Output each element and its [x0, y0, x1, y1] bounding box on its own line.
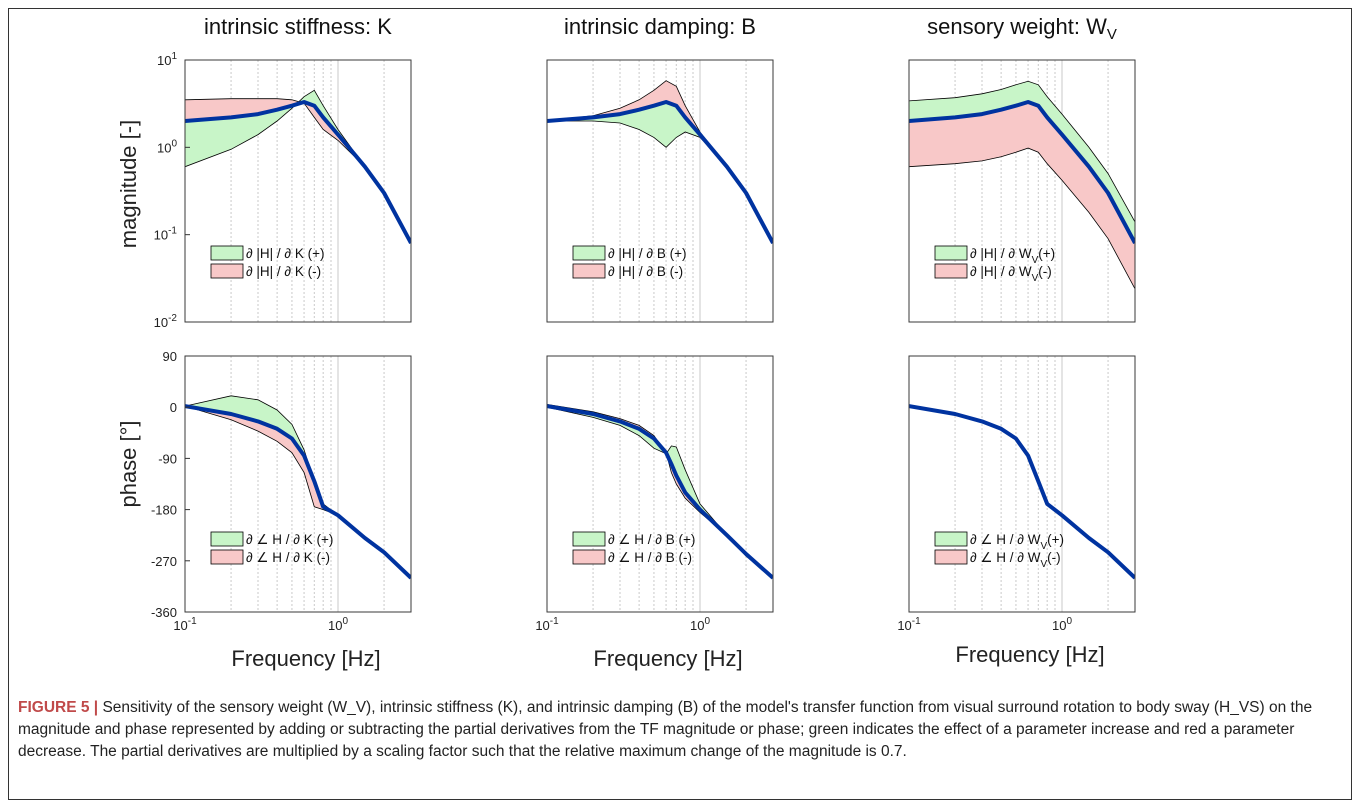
series-nominal-line: [909, 100, 1135, 245]
axes-box: [908, 355, 1136, 613]
series-decrease-area-edge: [909, 147, 1135, 289]
legend: ∂ |H| / ∂ WV(+)∂ |H| / ∂ WV(-): [934, 245, 1055, 284]
y-tick-label: 10-1: [154, 226, 178, 243]
x-tick-label: 100: [690, 616, 710, 633]
x-tick-label: 100: [1052, 616, 1072, 633]
panel-magnitude-sensory-weight: sensory weight: WV ∂ |H| / ∂ WV(+)∂ |H| /…: [908, 14, 1136, 323]
y-tick-label: 90: [163, 349, 177, 364]
figure-frame: [8, 8, 1352, 800]
series-nominal-line: [909, 404, 1135, 580]
legend: ∂ |H| / ∂ K (+) ∂ |H| / ∂ K (-): [210, 245, 325, 279]
legend-decrease-label: ∂ ∠ H / ∂ K (-): [246, 550, 330, 565]
phase-ylabel: phase [°]: [116, 420, 141, 507]
gridlines: [592, 60, 747, 322]
series-decrease-area: [185, 98, 411, 244]
legend-increase-label: ∂ ∠ H / ∂ K (+): [246, 532, 333, 547]
figure-caption: FIGURE 5 | Sensitivity of the sensory we…: [18, 697, 1336, 763]
legend: ∂ ∠ H / ∂ K (+) ∂ ∠ H / ∂ K (-): [210, 531, 333, 565]
gridlines: [592, 356, 747, 612]
series-nominal-line: [547, 100, 773, 245]
series-increase-area: [547, 102, 773, 244]
panel-title: intrinsic stiffness: K: [204, 14, 392, 39]
series-nominal-line: [185, 404, 411, 580]
panel-title: sensory weight: WV: [927, 14, 1117, 43]
legend-decrease-swatch: [934, 263, 968, 279]
axes-box: [184, 59, 412, 323]
figure-canvas: 101 100 10-1 10-2 intrinsic stiffness: K ∂ |H…: [116, 14, 1136, 671]
y-tick-label: 101: [157, 51, 177, 68]
legend-increase-label: ∂ ∠ H / ∂ B (+): [608, 532, 695, 547]
y-tick-label: -360: [151, 605, 177, 620]
legend-decrease-swatch: [210, 549, 244, 565]
axes-box: [546, 355, 774, 613]
panel-magnitude-stiffness: 101 100 10-1 10-2 intrinsic stiffness: K ∂ |H…: [154, 14, 412, 330]
caption-label: FIGURE 5 |: [18, 699, 99, 716]
legend-decrease-swatch: [210, 263, 244, 279]
legend-increase-swatch: [572, 531, 606, 547]
gridlines: [954, 356, 1109, 612]
x-tick-label: 100: [328, 616, 348, 633]
series-increase-area-edge: [909, 80, 1135, 223]
gridlines: [230, 356, 385, 612]
panel-magnitude-damping: intrinsic damping: B∂ |H| / ∂ B (+)∂ |H|…: [546, 14, 774, 323]
legend-increase-label: ∂ |H| / ∂ K (+): [246, 246, 325, 261]
legend-decrease-label: ∂ |H| / ∂ K (-): [246, 264, 321, 279]
legend-decrease-label: ∂ |H| / ∂ B (-): [608, 264, 683, 279]
legend-decrease-label: ∂ ∠ H / ∂ B (-): [608, 550, 692, 565]
y-tick-label: 0: [170, 400, 177, 415]
legend-decrease-swatch: [572, 549, 606, 565]
series-nominal-line: [185, 100, 411, 245]
axes-box: [546, 59, 774, 323]
y-tick-label: -90: [158, 451, 177, 466]
legend-increase-swatch: [934, 531, 968, 547]
caption-text: Sensitivity of the sensory weight (W_V),…: [18, 699, 1313, 760]
legend-increase-swatch: [572, 245, 606, 261]
legend-increase-swatch: [210, 245, 244, 261]
legend-decrease-label: ∂ |H| / ∂ WV(-): [970, 264, 1052, 284]
series-decrease-area: [909, 102, 1135, 289]
legend: ∂ |H| / ∂ B (+) ∂ |H| / ∂ B (-): [572, 245, 687, 279]
panel-phase-sensory-weight: 10-1 100 ∂ ∠ H / ∂ WV(+)∂ ∠ H / ∂ WV(-): [897, 355, 1136, 633]
axes-box: [908, 59, 1136, 323]
x-tick-label: 10-1: [535, 616, 559, 633]
xlabel-2: Frequency [Hz]: [593, 646, 742, 671]
gridlines: [230, 60, 385, 322]
legend-increase-label: ∂ ∠ H / ∂ WV(+): [970, 532, 1064, 552]
x-tick-label: 10-1: [173, 616, 197, 633]
y-tick-label: 100: [157, 138, 177, 155]
y-tick-label: -180: [151, 503, 177, 518]
xlabel-1: Frequency [Hz]: [231, 646, 380, 671]
legend-increase-swatch: [210, 531, 244, 547]
legend-decrease-label: ∂ ∠ H / ∂ WV(-): [970, 550, 1061, 570]
legend-decrease-swatch: [572, 263, 606, 279]
series-increase-area: [185, 90, 411, 244]
legend-decrease-swatch: [934, 549, 968, 565]
axes-box: [184, 355, 412, 613]
y-tick-label: -270: [151, 554, 177, 569]
series-increase-area: [909, 81, 1135, 244]
xlabel-3: Frequency [Hz]: [955, 642, 1104, 667]
legend-increase-swatch: [934, 245, 968, 261]
panel-phase-damping: 10-1 100 ∂ ∠ H / ∂ B (+) ∂ ∠ H / ∂ B (-): [535, 355, 774, 633]
gridlines: [954, 60, 1109, 322]
series-nominal-line: [547, 404, 773, 580]
legend: ∂ ∠ H / ∂ WV(+)∂ ∠ H / ∂ WV(-): [934, 531, 1064, 570]
legend-increase-label: ∂ |H| / ∂ WV(+): [970, 246, 1055, 266]
panel-title: intrinsic damping: B: [564, 14, 756, 39]
legend-increase-label: ∂ |H| / ∂ B (+): [608, 246, 687, 261]
legend: ∂ ∠ H / ∂ B (+) ∂ ∠ H / ∂ B (-): [572, 531, 695, 565]
magnitude-ylabel: magnitude [-]: [116, 120, 141, 248]
x-tick-label: 10-1: [897, 616, 921, 633]
y-tick-label: 10-2: [154, 313, 178, 330]
